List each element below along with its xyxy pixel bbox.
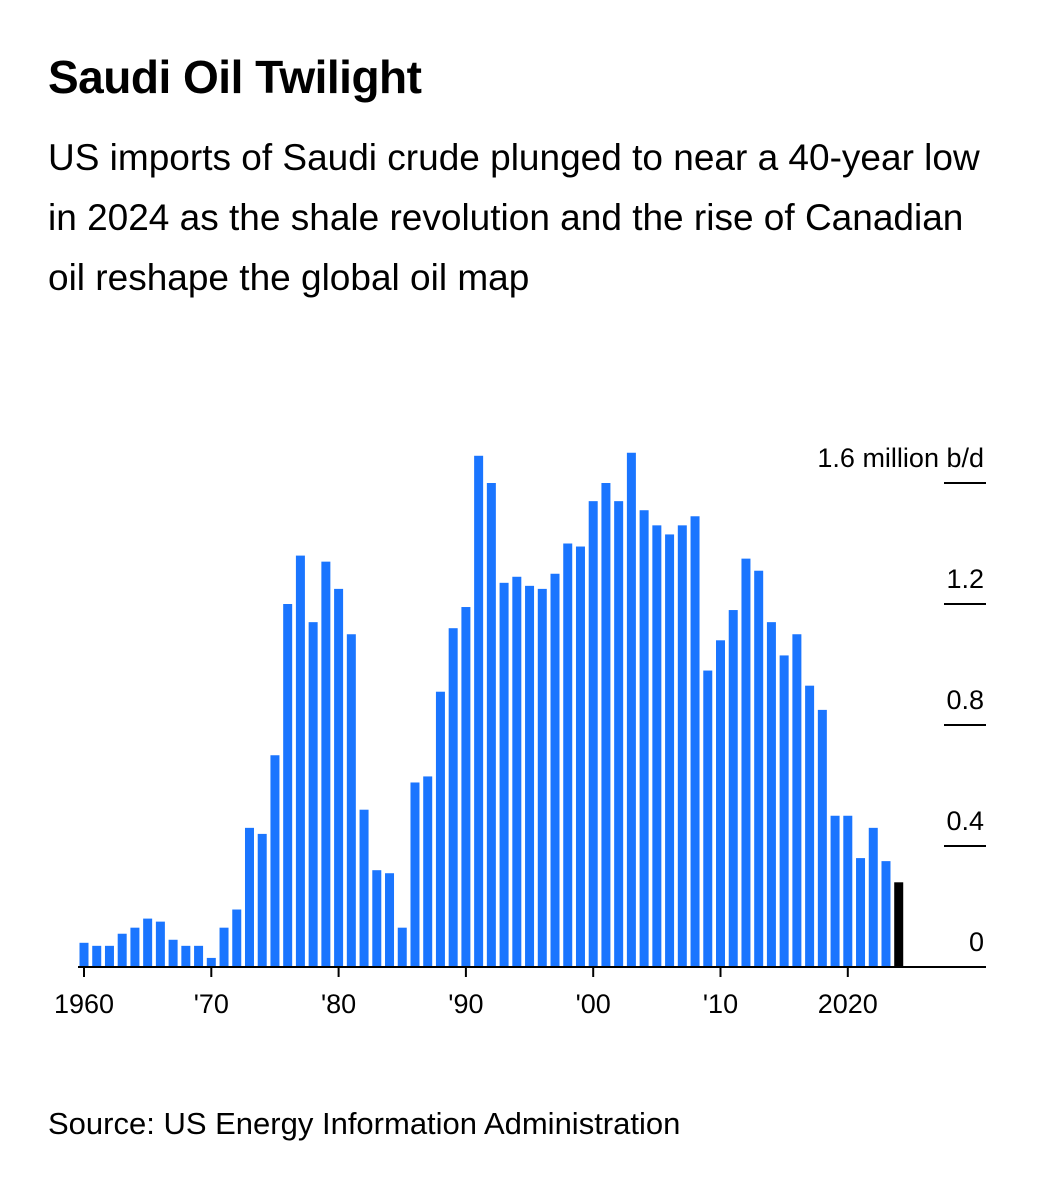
bar-1960 (79, 942, 89, 967)
bar-2016 (792, 634, 802, 967)
bar-1991 (474, 455, 484, 967)
bar-2004 (639, 510, 649, 967)
y-tick-label: 1.6 million b/d (817, 443, 984, 473)
y-axis: 0 0.4 0.8 1.2 1.6 million b/d (817, 443, 986, 957)
bar-1970 (206, 957, 216, 967)
bar-2002 (614, 501, 624, 967)
bar-1981 (346, 634, 356, 967)
bar-1995 (525, 585, 535, 967)
bar-1979 (321, 561, 331, 967)
bar-2007 (677, 525, 687, 967)
bar-2001 (601, 483, 611, 967)
bar-1969 (194, 945, 204, 968)
x-tick-label: '00 (576, 989, 611, 1019)
chart-title: Saudi Oil Twilight (48, 51, 422, 103)
bars-group (79, 452, 904, 968)
bar-2014 (766, 622, 776, 967)
bar-chart: 0 0.4 0.8 1.2 1.6 million b/d 1960 '70 '80 '90 '… (54, 443, 986, 1019)
bar-1968 (181, 945, 191, 968)
bar-2009 (703, 670, 713, 967)
bar-1966 (155, 921, 165, 968)
x-tick-label: 1960 (54, 989, 114, 1019)
bar-1978 (308, 622, 318, 967)
bar-1977 (295, 555, 305, 967)
bar-2000 (588, 501, 598, 967)
bar-1965 (143, 918, 153, 967)
bar-1972 (232, 909, 242, 967)
bar-1974 (257, 833, 267, 967)
y-tick-label: 0 (969, 927, 984, 957)
bar-1983 (372, 870, 382, 967)
source-note: Source: US Energy Information Administra… (48, 1106, 681, 1141)
bar-1971 (219, 927, 229, 968)
y-tick-label: 0.4 (946, 806, 984, 836)
bar-1994 (512, 576, 522, 967)
x-tick-label: '70 (194, 989, 229, 1019)
bar-1990 (461, 607, 471, 967)
bar-1980 (334, 588, 344, 968)
bar-2013 (754, 570, 764, 967)
bar-2017 (805, 685, 815, 967)
bar-2015 (779, 655, 789, 967)
bar-1982 (359, 809, 369, 967)
x-tick-label: '80 (321, 989, 356, 1019)
bar-1992 (486, 483, 496, 967)
bar-2021 (856, 858, 866, 967)
bar-1989 (448, 628, 458, 967)
y-tick-label: 0.8 (946, 685, 984, 715)
bar-2003 (626, 452, 636, 967)
x-tick-label: 2020 (818, 989, 878, 1019)
bar-1985 (397, 927, 407, 968)
bar-2023 (881, 861, 891, 968)
bar-2006 (665, 534, 675, 967)
x-axis: 1960 '70 '80 '90 '00 '10 2020 (54, 966, 986, 1019)
y-tick-label: 1.2 (946, 564, 984, 594)
bar-2012 (741, 558, 751, 968)
bar-1999 (575, 546, 585, 967)
bar-2019 (830, 815, 840, 967)
bar-1973 (244, 827, 254, 967)
bar-1987 (423, 776, 433, 967)
bar-1964 (130, 927, 140, 968)
bar-1962 (104, 945, 114, 968)
bar-1993 (499, 582, 509, 967)
bar-2008 (690, 516, 700, 967)
bar-2011 (728, 610, 738, 967)
bar-2024 (894, 882, 904, 967)
bar-2022 (868, 827, 878, 967)
bar-1984 (385, 873, 395, 968)
bar-1997 (550, 573, 560, 967)
x-tick-label: '90 (448, 989, 483, 1019)
bar-2018 (817, 709, 827, 968)
bar-1967 (168, 939, 178, 967)
bar-1976 (283, 604, 293, 967)
bar-1998 (563, 543, 573, 967)
bar-2020 (843, 815, 853, 967)
bar-1963 (117, 933, 127, 967)
bar-2005 (652, 525, 662, 967)
chart-subtitle: US imports of Saudi crude plunged to nea… (48, 137, 980, 298)
bar-1996 (537, 588, 547, 968)
bar-1988 (435, 691, 445, 967)
bar-2010 (716, 640, 725, 967)
bar-1986 (410, 782, 420, 968)
x-tick-label: '10 (703, 989, 738, 1019)
bar-1975 (270, 755, 280, 967)
bar-1961 (92, 945, 102, 968)
